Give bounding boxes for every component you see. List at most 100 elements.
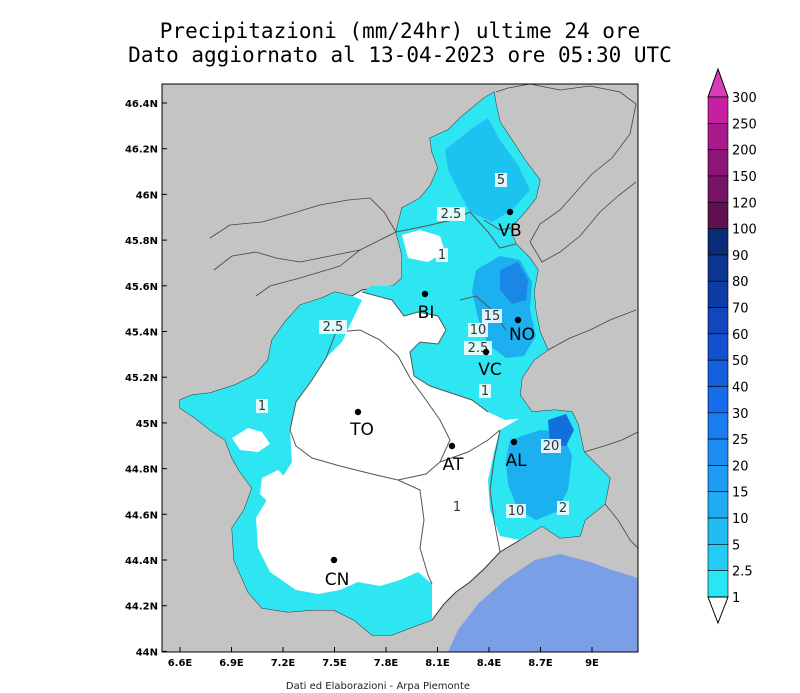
contour-label: 1 xyxy=(481,384,489,399)
colorbar-swatch xyxy=(707,491,729,519)
contour-label-bg xyxy=(436,248,448,262)
map-frame xyxy=(161,83,639,653)
colorbar-swatch xyxy=(707,280,729,308)
colorbar-label: 300 xyxy=(732,91,757,106)
contour-label: 2 xyxy=(559,501,567,516)
colorbar-label: 120 xyxy=(732,196,757,211)
colorbar-swatch xyxy=(707,96,729,124)
city-dot xyxy=(448,442,456,450)
colorbar-label: 250 xyxy=(732,117,757,132)
city-label: VC xyxy=(478,360,502,380)
contour-label: 2.5 xyxy=(441,207,462,222)
credit-text: Dati ed Elaborazioni - Arpa Piemonte xyxy=(286,681,470,692)
colorbar-legend: 3002502001501201009080706050403025201510… xyxy=(707,67,757,625)
city-label: VB xyxy=(498,221,521,241)
city-dot xyxy=(514,316,522,324)
contour-label-bg xyxy=(495,173,507,187)
city-dot xyxy=(330,556,338,564)
city-label: AT xyxy=(443,455,464,475)
lon-tick-label: 8.1E xyxy=(425,658,450,669)
city-label: BI xyxy=(418,303,435,323)
colorbar-label: 20 xyxy=(732,459,749,474)
lat-tick-label: 45.4N xyxy=(125,328,158,339)
colorbar-swatch xyxy=(707,544,729,571)
map-title-line2: Dato aggiornato al 13-04-2023 ore 05:30 … xyxy=(128,43,672,67)
contour-label: 15 xyxy=(484,309,501,324)
neighbor-borders xyxy=(209,83,639,549)
contour-label-bg xyxy=(468,323,488,337)
colorbar-label: 1 xyxy=(732,591,740,606)
city-dot xyxy=(354,408,362,416)
colorbar-swatch xyxy=(707,149,729,177)
colorbar-label: 60 xyxy=(732,328,749,343)
colorbar-label: 100 xyxy=(732,223,757,238)
city-label: CN xyxy=(325,570,350,590)
lon-tick-label: 6.9E xyxy=(219,658,244,669)
rain-medium-ossola xyxy=(445,118,530,222)
contour-label-bg xyxy=(479,384,491,398)
colorbar-label: 50 xyxy=(732,354,749,369)
colorbar-swatch xyxy=(707,201,729,229)
lat-tick-label: 46N xyxy=(136,190,158,201)
rain-heavy-alessandria xyxy=(548,414,574,446)
dry-patch-4 xyxy=(402,230,445,262)
contour-label-bg xyxy=(451,500,463,514)
city-dot xyxy=(510,438,518,446)
colorbar-swatch xyxy=(707,359,729,387)
colorbar-label: 5 xyxy=(732,538,740,553)
lat-tick-label: 45.2N xyxy=(125,373,158,384)
city-dot xyxy=(421,290,429,298)
city-dot xyxy=(506,208,514,216)
lon-tick-label: 9E xyxy=(585,658,599,669)
colorbar-label: 25 xyxy=(732,433,749,448)
rain-area-west xyxy=(180,292,432,635)
colorbar-label: 15 xyxy=(732,486,749,501)
colorbar-label: 30 xyxy=(732,407,749,422)
city-markers: VB BI NO VC TO AT AL CN xyxy=(325,208,535,590)
contour-label: 10 xyxy=(508,504,525,519)
colorbar-bottom-arrow xyxy=(707,596,729,625)
colorbar-label: 90 xyxy=(732,249,749,264)
colorbar-swatch xyxy=(707,123,729,150)
dry-patch-3 xyxy=(300,540,332,566)
colorbar-label: 40 xyxy=(732,380,749,395)
contour-label-bg xyxy=(557,501,569,515)
contour-label-bg xyxy=(506,504,526,518)
contour-label-bg xyxy=(256,399,268,413)
contour-label: 1 xyxy=(438,248,446,263)
contour-label-bg xyxy=(319,320,347,334)
contour-label: 1 xyxy=(453,500,461,515)
colorbar-swatch xyxy=(707,175,729,203)
contour-label: 5 xyxy=(497,173,505,188)
lat-tick-label: 46.2N xyxy=(125,145,158,156)
dry-patch-1 xyxy=(232,428,270,452)
colorbar-swatch xyxy=(707,254,729,282)
province-borders xyxy=(289,211,517,585)
contour-label: 2.5 xyxy=(323,320,344,335)
contour-label: 1 xyxy=(258,399,266,414)
colorbar-swatch xyxy=(707,412,729,440)
colorbar-swatch xyxy=(707,333,729,361)
colorbar-swatch xyxy=(707,228,729,256)
colorbar-swatch xyxy=(707,517,729,545)
contour-label: 20 xyxy=(543,439,560,454)
lat-tick-label: 45.8N xyxy=(125,236,158,247)
contour-label-bg xyxy=(482,309,502,323)
city-label: AL xyxy=(505,451,527,471)
lat-tick-label: 44N xyxy=(136,647,158,658)
lon-tick-label: 7.8E xyxy=(374,658,399,669)
colorbar-label: 70 xyxy=(732,302,749,317)
latitude-axis: 46.4N 46.2N 46N 45.8N 45.6N 45.4N 45.2N 45N 44.8… xyxy=(125,99,167,658)
contour-label-bg xyxy=(541,439,561,453)
colorbar-label: 200 xyxy=(732,144,757,159)
lat-tick-label: 45.6N xyxy=(125,282,158,293)
lon-tick-label: 8.7E xyxy=(528,658,553,669)
lat-tick-label: 46.4N xyxy=(125,99,158,110)
colorbar-swatch xyxy=(707,438,729,466)
contour-label-bg xyxy=(437,207,465,221)
colorbar-swatch xyxy=(707,307,729,335)
lat-tick-label: 44.2N xyxy=(125,602,158,613)
lat-tick-label: 44.6N xyxy=(125,510,158,521)
lat-tick-label: 44.4N xyxy=(125,556,158,567)
